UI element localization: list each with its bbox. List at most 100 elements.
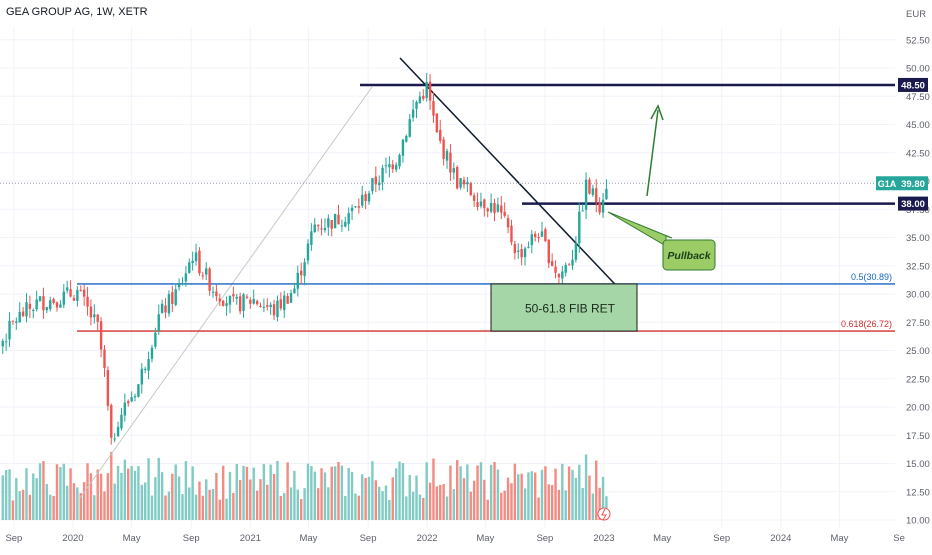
volume-bar bbox=[276, 460, 279, 520]
volume-bar bbox=[544, 466, 547, 520]
annotations: 50-61.8 FIB RET Pullback bbox=[490, 104, 716, 521]
volume-bar bbox=[79, 493, 82, 520]
volume-bar bbox=[28, 494, 32, 520]
volume-bar bbox=[391, 477, 394, 520]
candle-body bbox=[564, 264, 567, 273]
candle-body bbox=[279, 299, 283, 309]
volume-bar bbox=[598, 487, 601, 520]
volume-bar bbox=[316, 488, 320, 520]
candle-body bbox=[25, 302, 28, 317]
volume-bar bbox=[303, 488, 306, 520]
volume-bar bbox=[584, 454, 588, 520]
volume-bar bbox=[595, 460, 598, 520]
volume-bar bbox=[255, 490, 259, 520]
volume-bar bbox=[527, 472, 530, 520]
candle-body bbox=[408, 119, 411, 137]
volume-bar bbox=[466, 464, 469, 520]
candle-body bbox=[255, 300, 259, 305]
volume-bar bbox=[21, 489, 25, 520]
volume-bar bbox=[235, 463, 238, 520]
candle-body bbox=[11, 320, 15, 322]
candle-body bbox=[523, 248, 527, 258]
volume-bar bbox=[296, 489, 300, 520]
candle-body bbox=[28, 303, 32, 309]
volume-bar bbox=[462, 478, 466, 520]
volume-bar bbox=[289, 487, 293, 520]
volume-bar bbox=[242, 465, 245, 520]
volume-bar bbox=[513, 463, 517, 520]
candle-body bbox=[510, 225, 513, 243]
time-tick-label: May bbox=[123, 533, 141, 544]
volume-bar bbox=[578, 464, 581, 520]
candle-body bbox=[160, 303, 164, 313]
lightning-icon bbox=[601, 508, 607, 521]
volume-bar bbox=[381, 491, 384, 520]
candle-body bbox=[211, 291, 215, 293]
volume-bar bbox=[184, 461, 188, 520]
candle-body bbox=[452, 168, 456, 173]
candle-body bbox=[110, 405, 113, 438]
volume-bar bbox=[476, 465, 479, 520]
time-tick-label: Sep bbox=[5, 533, 22, 544]
candle-body bbox=[469, 183, 472, 195]
volume-bar bbox=[215, 472, 218, 520]
candle-body bbox=[442, 139, 445, 159]
candle-body bbox=[557, 273, 561, 278]
volume-bar bbox=[160, 472, 164, 520]
candle-body bbox=[439, 129, 442, 141]
volume-bar bbox=[367, 476, 371, 520]
candle-body bbox=[340, 225, 344, 227]
candle-body bbox=[266, 305, 269, 307]
volume-bar bbox=[174, 464, 177, 520]
price-tick-label: 27.50 bbox=[906, 318, 930, 329]
volume-bar bbox=[377, 486, 381, 520]
candle-body bbox=[493, 202, 496, 214]
volume-bar bbox=[147, 458, 150, 520]
volume-bar bbox=[455, 460, 459, 520]
volume-bar bbox=[517, 474, 520, 520]
up-arrow-shaft bbox=[646, 109, 659, 197]
candle-body bbox=[455, 166, 459, 189]
volume-bar bbox=[259, 479, 262, 520]
candle-body bbox=[299, 270, 303, 276]
volume-bar bbox=[388, 499, 391, 520]
volume-bar bbox=[405, 496, 408, 520]
volume-bar bbox=[130, 465, 133, 520]
volume-bar bbox=[361, 474, 364, 520]
volume-bar bbox=[4, 470, 8, 520]
candle-body bbox=[472, 195, 476, 201]
up-arrow-head bbox=[650, 104, 664, 121]
price-tick-label: 22.50 bbox=[906, 374, 930, 385]
candle-body bbox=[1, 341, 4, 347]
candle-body bbox=[32, 309, 35, 312]
volume-bar bbox=[591, 493, 595, 520]
fib-0-5-label: 0.5(30.89) bbox=[851, 272, 892, 282]
candle-body bbox=[123, 402, 127, 416]
candle-body bbox=[38, 296, 42, 301]
candle-body bbox=[310, 231, 313, 245]
volume-bar bbox=[76, 487, 79, 520]
volume-bar bbox=[140, 484, 143, 520]
candle-body bbox=[367, 193, 371, 202]
volume-bar bbox=[120, 472, 123, 520]
volume-bar bbox=[42, 461, 45, 520]
price-tick-label: 47.50 bbox=[906, 92, 930, 103]
volume-bar bbox=[38, 463, 42, 520]
candle-body bbox=[544, 229, 547, 241]
volume-bar bbox=[177, 476, 181, 520]
candle-body bbox=[605, 188, 608, 200]
volume-bar bbox=[506, 477, 510, 520]
volume-bar bbox=[225, 498, 228, 520]
volume-bar bbox=[18, 491, 21, 520]
candle-body bbox=[581, 210, 584, 212]
volume-bar bbox=[127, 468, 130, 520]
time-tick-label: 2020 bbox=[62, 533, 83, 544]
candle-body bbox=[296, 272, 300, 289]
candle-body bbox=[428, 81, 432, 101]
volume-bar bbox=[449, 465, 452, 520]
candle-body bbox=[303, 262, 306, 277]
candle-body bbox=[350, 207, 354, 212]
fib-zone-label: 50-61.8 FIB RET bbox=[525, 302, 616, 316]
